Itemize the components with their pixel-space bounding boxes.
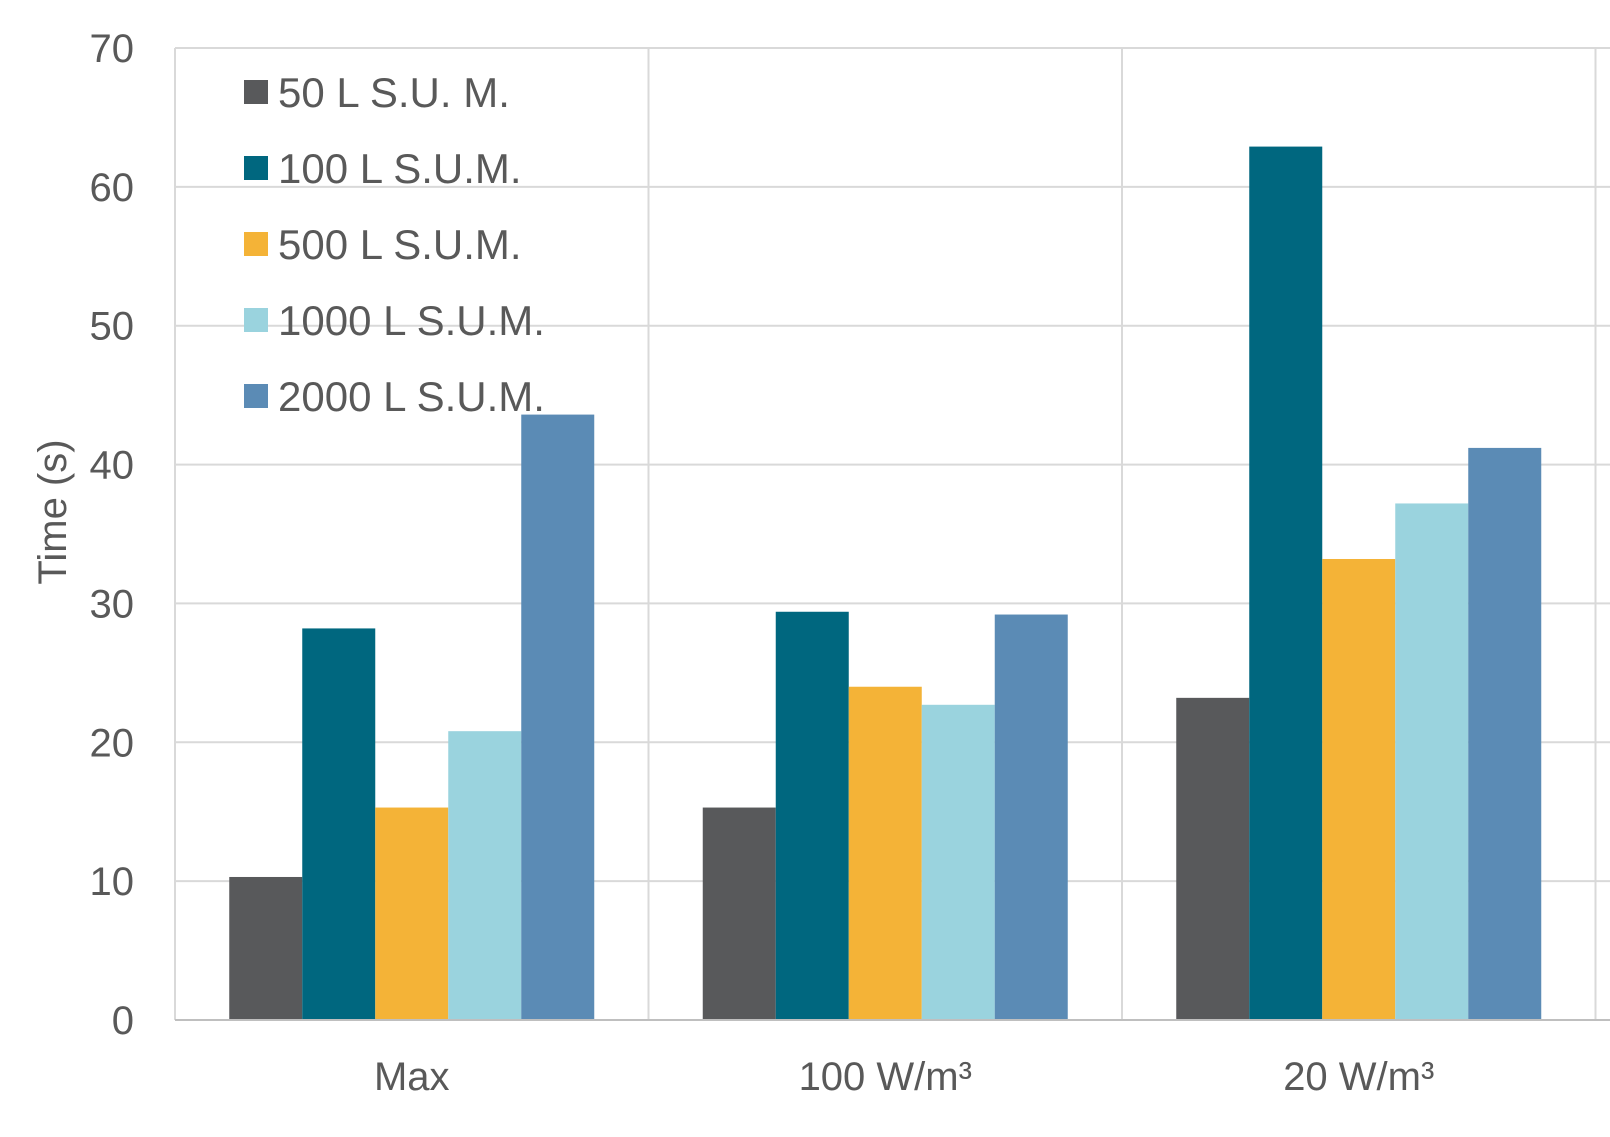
bar <box>1468 448 1541 1020</box>
y-tick-label: 70 <box>90 27 135 71</box>
legend-swatch <box>244 384 268 408</box>
bar <box>521 415 594 1020</box>
legend-label: 500 L S.U.M. <box>278 221 522 268</box>
y-tick-label: 10 <box>90 860 135 904</box>
y-tick-label: 40 <box>90 444 135 488</box>
bar <box>448 731 521 1020</box>
y-axis-label: Time (s) <box>31 439 75 584</box>
x-tick-label: Max <box>374 1055 450 1099</box>
legend: 50 L S.U. M. 100 L S.U.M. 500 L S.U.M. 1000… <box>244 69 545 420</box>
bar <box>1395 503 1468 1020</box>
bar <box>1322 559 1395 1020</box>
bars <box>229 147 1541 1020</box>
x-tick-label: 100 W/m³ <box>799 1055 972 1099</box>
bar <box>375 808 448 1020</box>
y-tick-label: 50 <box>90 305 135 349</box>
y-tick-label: 0 <box>112 999 134 1043</box>
legend-label: 2000 L S.U.M. <box>278 373 545 420</box>
legend-swatch <box>244 156 268 180</box>
y-tick-label: 60 <box>90 166 135 210</box>
legend-swatch <box>244 308 268 332</box>
x-tick-label: 20 W/m³ <box>1283 1055 1434 1099</box>
bar <box>302 628 375 1020</box>
y-tick-label: 30 <box>90 582 135 626</box>
legend-label: 1000 L S.U.M. <box>278 297 545 344</box>
bar <box>995 615 1068 1020</box>
bar <box>1176 698 1249 1020</box>
legend-label: 50 L S.U. M. <box>278 69 510 116</box>
bar <box>229 877 302 1020</box>
bar <box>1249 147 1322 1020</box>
legend-swatch <box>244 232 268 256</box>
bar <box>849 687 922 1020</box>
y-tick-label: 20 <box>90 721 135 765</box>
bar <box>703 808 776 1020</box>
legend-label: 100 L S.U.M. <box>278 145 522 192</box>
bar <box>922 705 995 1020</box>
bar <box>776 612 849 1020</box>
legend-swatch <box>244 80 268 104</box>
